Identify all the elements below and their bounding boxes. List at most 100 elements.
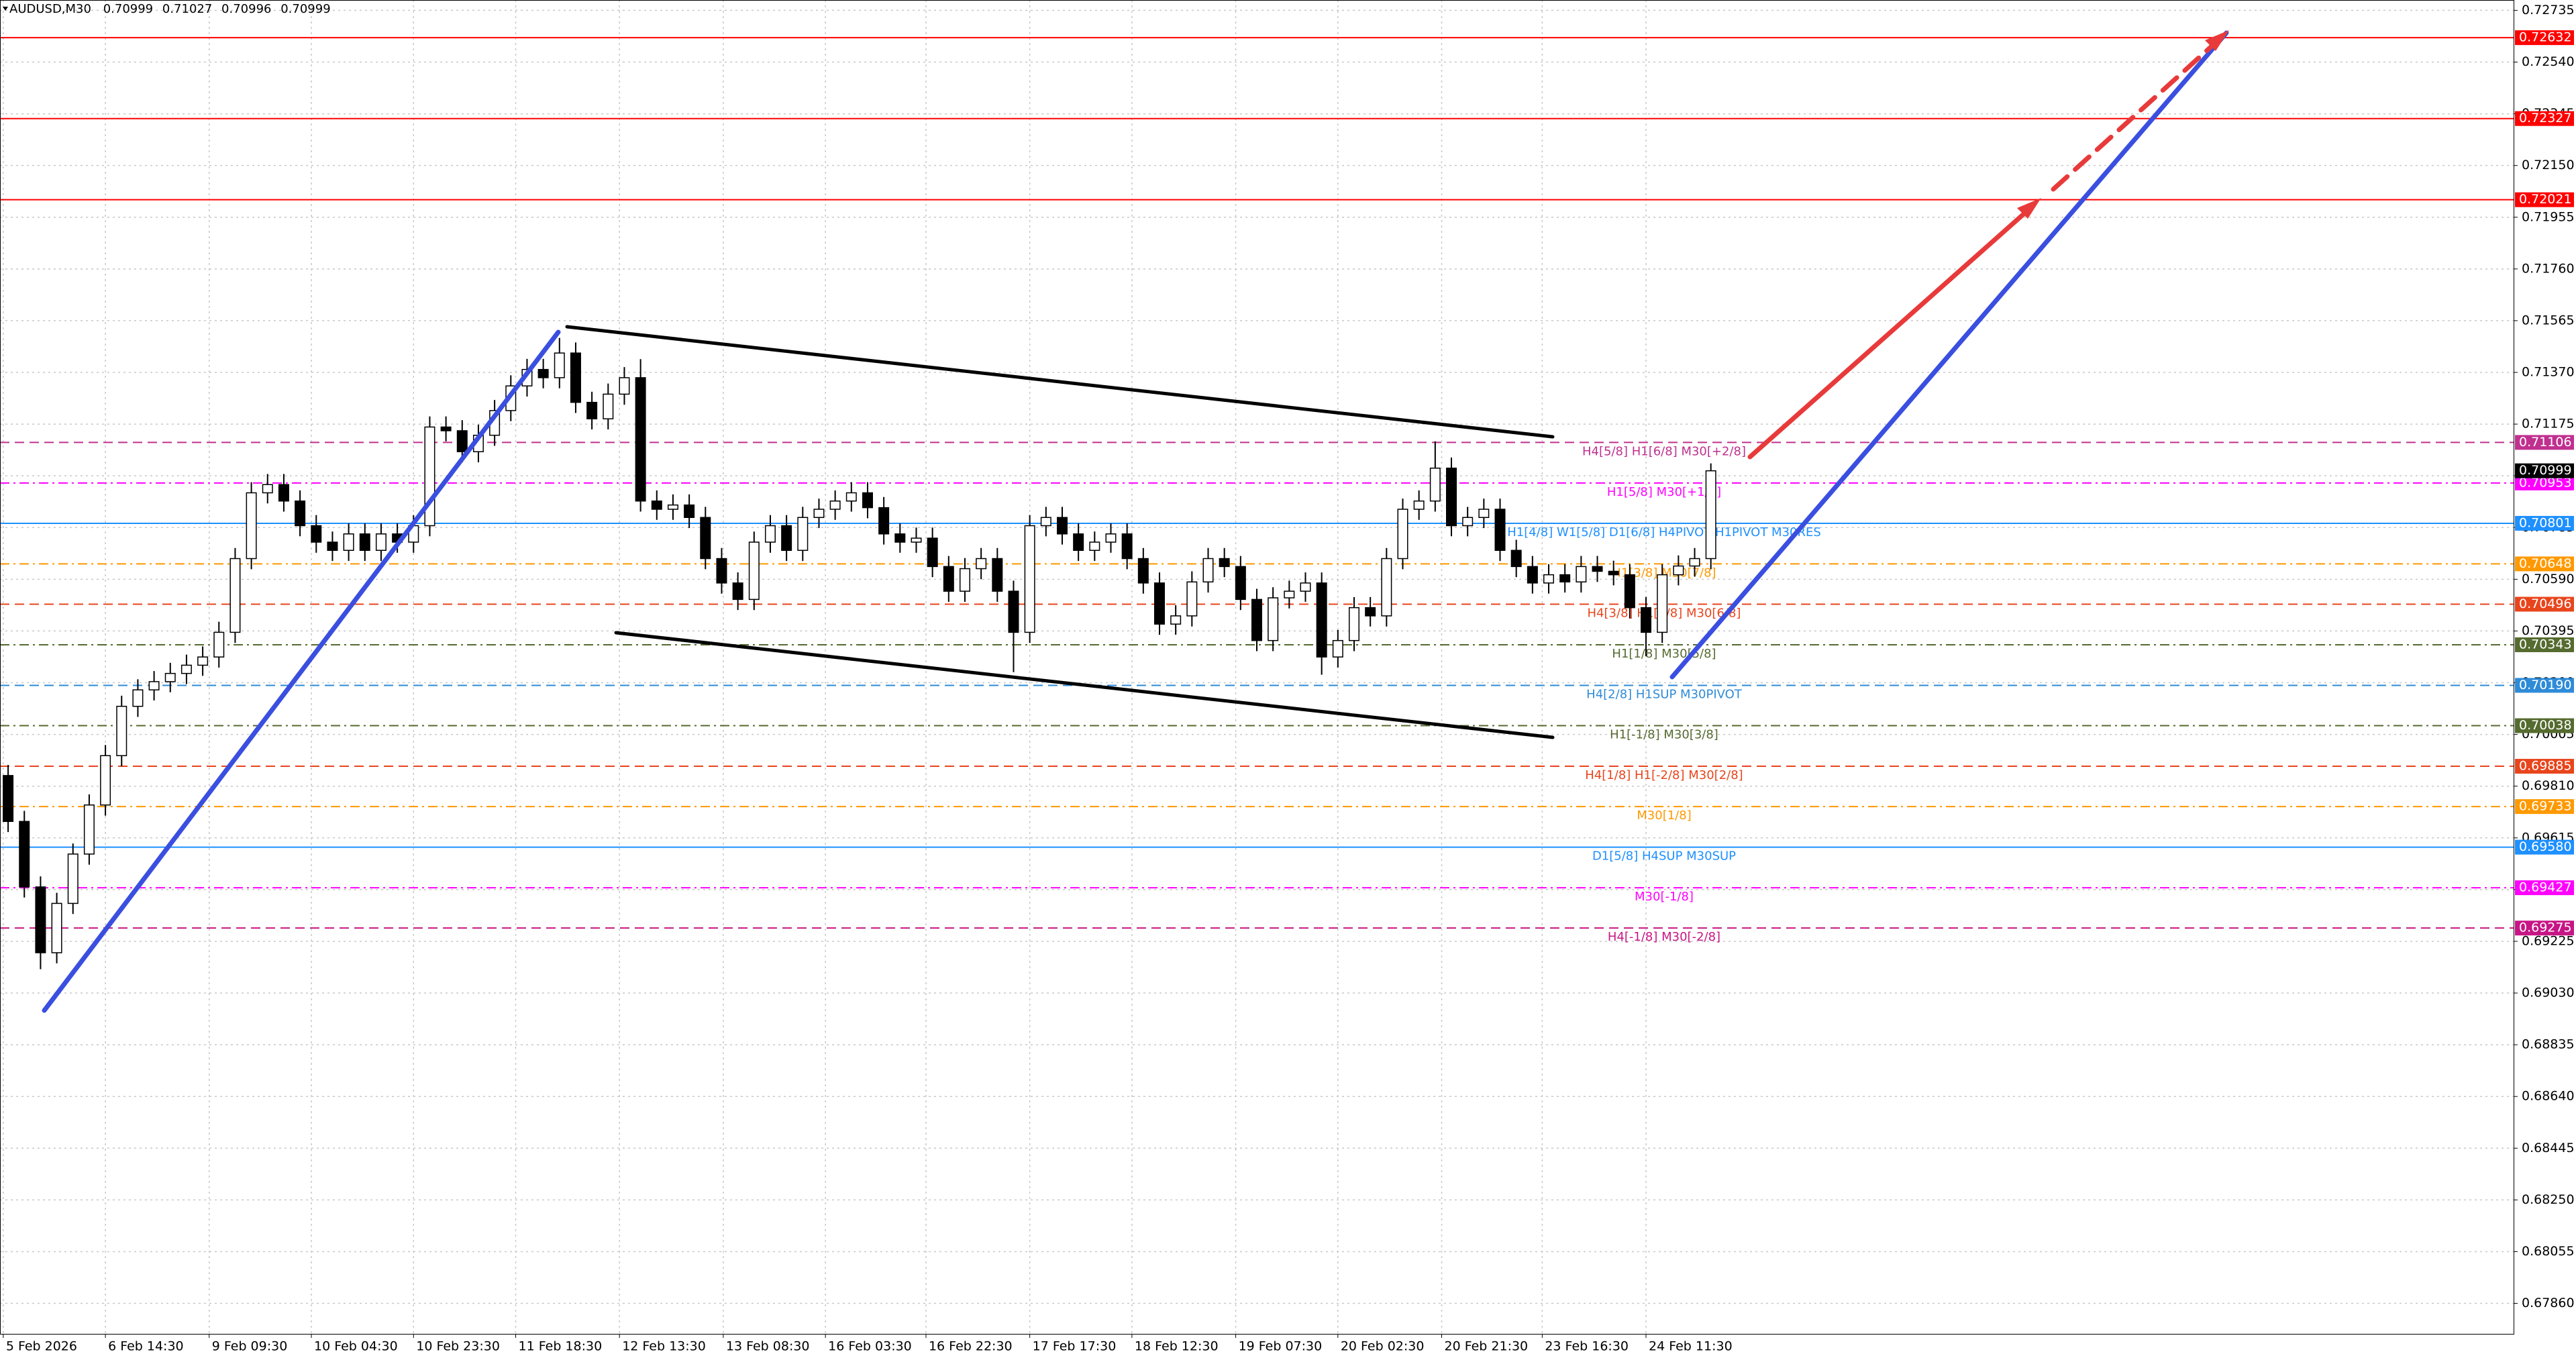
x-tick-label: 11 Feb 18:30: [519, 1339, 603, 1354]
price-tag-label: 0.69733: [2519, 799, 2572, 814]
levels: H4[5/8] H1[6/8] M30[+2/8] H1[5/8] M30[+1/…: [0, 37, 2514, 944]
y-tick-label: 0.72735: [2522, 3, 2575, 17]
candle-body: [100, 755, 111, 806]
candle-body: [1121, 533, 1133, 560]
candle-body: [732, 582, 743, 601]
candle-body: [1202, 558, 1214, 583]
candle-body: [943, 566, 954, 592]
price-tag: [2515, 596, 2574, 612]
candle-body: [1478, 509, 1490, 518]
candle-body: [1284, 590, 1295, 598]
candle-body: [278, 484, 289, 502]
candle-body: [829, 500, 841, 510]
candle-body: [3, 775, 14, 823]
candle-body: [1024, 525, 1035, 633]
level-label: M30[1/8]: [1637, 809, 1691, 823]
candle-body: [440, 426, 452, 431]
menu-icon: [3, 7, 8, 11]
y-tick-label: 0.69810: [2522, 778, 2575, 793]
level-label: M30[-1/8]: [1635, 890, 1694, 904]
candle-body: [343, 533, 354, 552]
trend-line: [1669, 30, 2229, 680]
candle-body: [1559, 574, 1571, 583]
candle-body: [764, 525, 776, 543]
candle-body: [1219, 558, 1230, 568]
plot-frame: [0, 0, 2514, 1335]
price-tag: [2515, 799, 2574, 815]
candle-body: [1170, 615, 1182, 625]
arrow: [2051, 36, 2222, 192]
level-label: H1[3/8] M30[7/8]: [1612, 566, 1716, 580]
candle-body: [327, 541, 338, 552]
x-tick-label: 13 Feb 08:30: [726, 1339, 810, 1354]
y-tick-label: 0.69030: [2522, 986, 2575, 1000]
price-tag-label: 0.70953: [2519, 475, 2572, 490]
arrow-head: [2205, 30, 2229, 51]
level-label: H4[2/8] H1SUP M30PIVOT: [1586, 687, 1743, 701]
candle-body: [359, 533, 370, 552]
header-high: 0.71027: [162, 2, 212, 16]
candle-body: [1365, 607, 1376, 617]
x-tick-label: 5 Feb 2026: [6, 1339, 77, 1354]
price-tag: [2515, 30, 2574, 46]
candle-body: [1332, 639, 1343, 658]
candle-body: [992, 558, 1003, 592]
candle-body: [862, 492, 873, 509]
candle-body: [132, 689, 144, 707]
candle-body: [51, 902, 62, 953]
candle-body: [1349, 607, 1360, 641]
candle-body: [1641, 607, 1652, 633]
x-tick-label: 10 Feb 04:30: [314, 1339, 398, 1354]
header-open: 0.70999: [103, 2, 153, 16]
y-tick-label: 0.72150: [2522, 158, 2575, 172]
candle-body: [246, 492, 257, 560]
drawings: [42, 30, 2229, 1013]
price-tag: [2515, 759, 2574, 774]
y-tick-label: 0.68445: [2522, 1141, 2575, 1155]
price-tag: [2515, 192, 2574, 207]
candle-body: [1316, 582, 1327, 658]
price-tag-label: 0.72021: [2519, 192, 2572, 207]
axes: 0.727350.725400.723450.721500.719550.717…: [3, 3, 2575, 1354]
header-close: 0.70999: [280, 2, 330, 16]
y-tick-label: 0.71370: [2522, 365, 2575, 380]
candle-body: [603, 393, 614, 419]
candle-body: [619, 377, 630, 395]
x-tick-label: 20 Feb 21:30: [1445, 1339, 1529, 1354]
candle-body: [635, 377, 646, 502]
candle-body: [262, 484, 273, 494]
price-tag-label: 0.70038: [2519, 718, 2572, 733]
candle-body: [1008, 590, 1019, 633]
x-tick-label: 19 Feb 07:30: [1239, 1339, 1323, 1354]
candle-body: [1462, 517, 1474, 527]
level-label: D1[5/8] H4SUP M30SUP: [1592, 849, 1736, 864]
x-tick-label: 16 Feb 03:30: [828, 1339, 912, 1354]
x-tick-label: 18 Feb 12:30: [1135, 1339, 1219, 1354]
price-tag: [2515, 718, 2574, 733]
candle-body: [911, 537, 922, 543]
price-tag: [2515, 435, 2574, 450]
y-tick-label: 0.71175: [2522, 417, 2575, 431]
price-tag: [2515, 921, 2574, 936]
candle-body: [684, 504, 695, 518]
level-label: H1[4/8] W1[5/8] D1[6/8] H4PIVOT H1PIVOT …: [1507, 525, 1821, 539]
candle-body: [1429, 467, 1441, 502]
channel-line: [565, 325, 1555, 439]
price-tag-label: 0.71106: [2519, 435, 2572, 450]
price-tag-label: 0.70496: [2519, 596, 2572, 611]
candles: [3, 337, 1716, 970]
price-tag-label: 0.69580: [2519, 839, 2572, 854]
candle-body: [1657, 574, 1668, 633]
candle-body: [375, 533, 387, 552]
candle-body: [1689, 558, 1700, 567]
candle-body: [878, 507, 890, 535]
candle-body: [116, 705, 127, 756]
candle-body: [537, 368, 549, 378]
candle-body: [1624, 574, 1635, 609]
candle-body: [927, 537, 938, 568]
y-tick-label: 0.72540: [2522, 54, 2575, 69]
price-tag-label: 0.70190: [2519, 678, 2572, 692]
x-tick-label: 16 Feb 22:30: [929, 1339, 1013, 1354]
